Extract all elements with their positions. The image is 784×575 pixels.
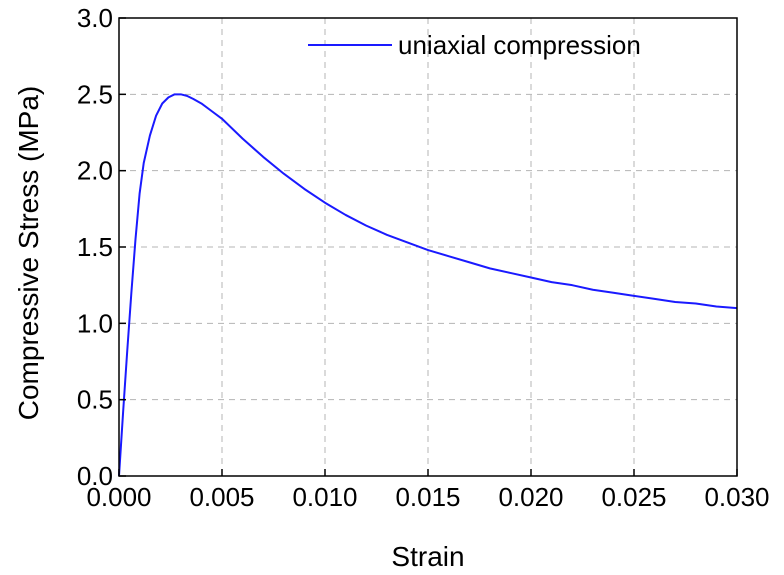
- y-tick-label: 0.5: [77, 385, 113, 415]
- y-tick-label: 2.0: [77, 156, 113, 186]
- tick-marks: [118, 17, 738, 477]
- y-tick-label: 2.5: [77, 79, 113, 109]
- series-line-uniaxial-compression: [118, 93, 738, 477]
- legend: uniaxial compression: [308, 30, 641, 60]
- series-layer: [118, 93, 738, 477]
- x-tick-label: 0.030: [704, 482, 769, 512]
- y-axis-title: Compressive Stress (MPa): [13, 86, 44, 421]
- grid: [119, 18, 737, 476]
- x-tick-label: 0.010: [292, 482, 357, 512]
- legend-label-uniaxial-compression: uniaxial compression: [398, 30, 641, 60]
- x-tick-label: 0.015: [395, 482, 460, 512]
- y-tick-label: 0.0: [77, 461, 113, 491]
- y-tick-label: 1.0: [77, 308, 113, 338]
- y-tick-label: 3.0: [77, 3, 113, 33]
- x-tick-label: 0.020: [498, 482, 563, 512]
- y-tick-label: 1.5: [77, 232, 113, 262]
- x-tick-labels: 0.000 0.005 0.010 0.015 0.020 0.025 0.030: [86, 482, 769, 512]
- y-tick-labels: 0.0 0.5 1.0 1.5 2.0 2.5 3.0: [77, 3, 113, 491]
- x-axis-title: Strain: [391, 541, 464, 572]
- x-tick-label: 0.000: [86, 482, 151, 512]
- x-tick-label: 0.005: [189, 482, 254, 512]
- x-tick-label: 0.025: [601, 482, 666, 512]
